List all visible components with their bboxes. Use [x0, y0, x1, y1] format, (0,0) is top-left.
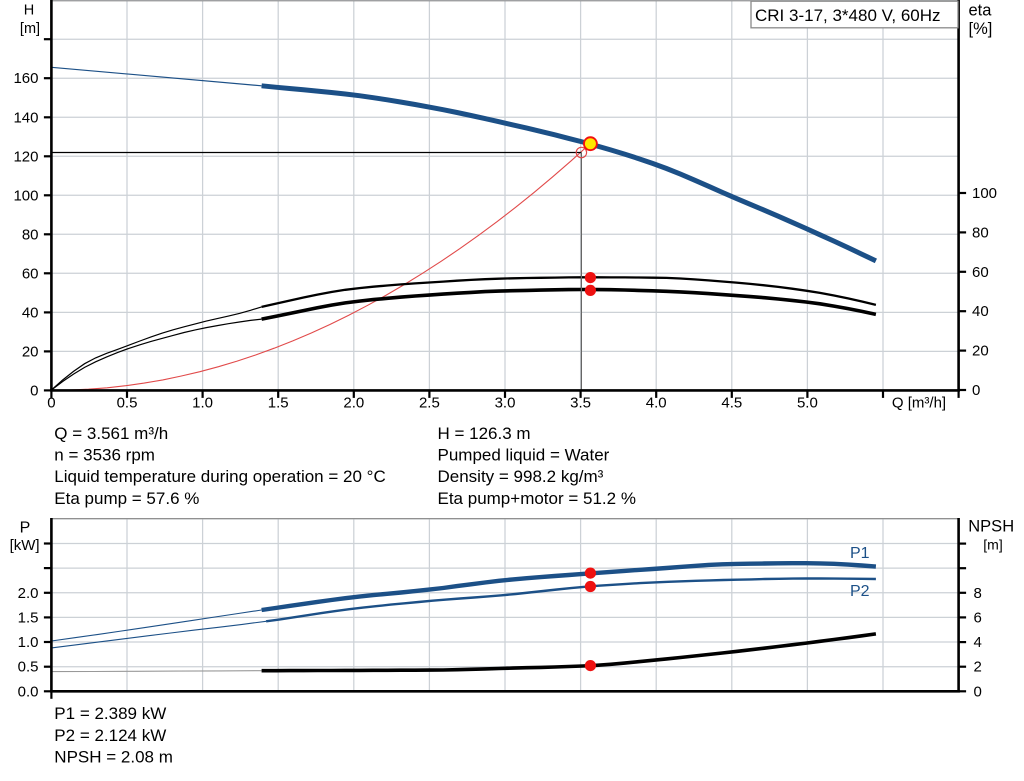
- svg-text:Density = 998.2 kg/m³: Density = 998.2 kg/m³: [438, 467, 604, 486]
- svg-text:1.0: 1.0: [192, 395, 213, 412]
- svg-text:H = 126.3 m: H = 126.3 m: [438, 424, 531, 443]
- svg-text:80: 80: [22, 226, 39, 243]
- svg-text:20: 20: [22, 343, 39, 360]
- svg-text:2.0: 2.0: [343, 395, 364, 412]
- svg-text:8: 8: [974, 585, 982, 602]
- svg-text:H: H: [24, 3, 34, 19]
- svg-text:NPSH = 2.08 m: NPSH = 2.08 m: [54, 748, 173, 767]
- svg-text:2.0: 2.0: [18, 585, 39, 602]
- svg-text:60: 60: [22, 265, 39, 282]
- svg-text:0: 0: [974, 683, 982, 700]
- svg-text:CRI 3-17, 3*480 V, 60Hz: CRI 3-17, 3*480 V, 60Hz: [755, 6, 941, 25]
- svg-text:40: 40: [22, 304, 39, 321]
- svg-text:0.5: 0.5: [117, 395, 138, 412]
- svg-text:Pumped liquid = Water: Pumped liquid = Water: [438, 446, 610, 465]
- svg-text:Liquid temperature during oper: Liquid temperature during operation = 20…: [54, 467, 385, 486]
- svg-text:3.5: 3.5: [570, 395, 591, 412]
- svg-text:0: 0: [47, 395, 55, 412]
- svg-text:60: 60: [972, 264, 989, 281]
- svg-text:NPSH: NPSH: [968, 518, 1014, 536]
- svg-text:4.0: 4.0: [646, 395, 667, 412]
- svg-text:P2 = 2.124 kW: P2 = 2.124 kW: [54, 726, 166, 745]
- svg-text:140: 140: [13, 109, 38, 126]
- svg-text:0: 0: [30, 382, 38, 399]
- svg-text:Eta pump = 57.6 %: Eta pump = 57.6 %: [54, 489, 199, 508]
- svg-text:100: 100: [13, 187, 38, 204]
- svg-text:[%]: [%]: [969, 20, 993, 38]
- svg-text:1.5: 1.5: [268, 395, 289, 412]
- svg-text:0: 0: [972, 382, 980, 399]
- svg-text:2.5: 2.5: [419, 395, 440, 412]
- svg-text:Q [m³/h]: Q [m³/h]: [892, 395, 946, 412]
- svg-text:[m]: [m]: [983, 537, 1002, 553]
- svg-text:0.0: 0.0: [18, 683, 39, 700]
- svg-text:120: 120: [13, 148, 38, 165]
- svg-text:P2: P2: [850, 583, 870, 600]
- svg-text:P1 = 2.389 kW: P1 = 2.389 kW: [54, 704, 166, 723]
- svg-text:[kW]: [kW]: [10, 537, 40, 554]
- svg-text:1.5: 1.5: [18, 609, 39, 626]
- svg-text:0.5: 0.5: [18, 659, 39, 676]
- svg-text:P: P: [20, 519, 31, 536]
- svg-text:eta: eta: [969, 1, 993, 19]
- svg-text:4: 4: [974, 634, 982, 651]
- svg-text:6: 6: [974, 609, 982, 626]
- svg-text:3.0: 3.0: [495, 395, 516, 412]
- svg-text:4.5: 4.5: [721, 395, 742, 412]
- svg-text:1.0: 1.0: [18, 634, 39, 651]
- svg-text:P1: P1: [850, 545, 870, 562]
- svg-text:40: 40: [972, 303, 989, 320]
- svg-text:Q = 3.561 m³/h: Q = 3.561 m³/h: [54, 424, 168, 443]
- svg-text:Eta pump+motor = 51.2 %: Eta pump+motor = 51.2 %: [438, 489, 636, 508]
- svg-text:80: 80: [972, 224, 989, 241]
- svg-text:5.0: 5.0: [797, 395, 818, 412]
- svg-text:[m]: [m]: [20, 21, 40, 37]
- svg-text:n = 3536 rpm: n = 3536 rpm: [54, 446, 155, 465]
- svg-text:2: 2: [974, 659, 982, 676]
- svg-text:100: 100: [972, 185, 997, 202]
- svg-text:20: 20: [972, 343, 989, 360]
- svg-text:160: 160: [13, 70, 38, 87]
